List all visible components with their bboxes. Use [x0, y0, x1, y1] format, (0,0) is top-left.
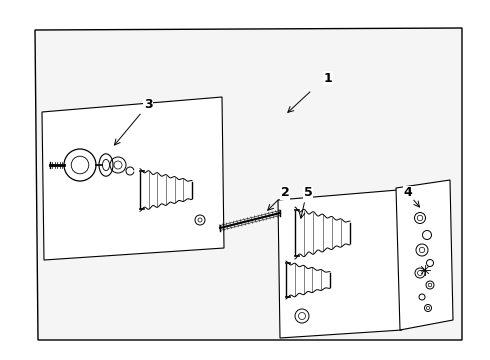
Text: 2: 2: [281, 186, 290, 199]
Text: 1: 1: [323, 72, 332, 85]
Text: 4: 4: [404, 186, 413, 199]
Polygon shape: [396, 180, 453, 330]
Polygon shape: [278, 190, 402, 338]
Polygon shape: [42, 97, 224, 260]
Text: 5: 5: [304, 186, 313, 199]
Text: 3: 3: [144, 99, 152, 112]
Polygon shape: [35, 28, 462, 340]
